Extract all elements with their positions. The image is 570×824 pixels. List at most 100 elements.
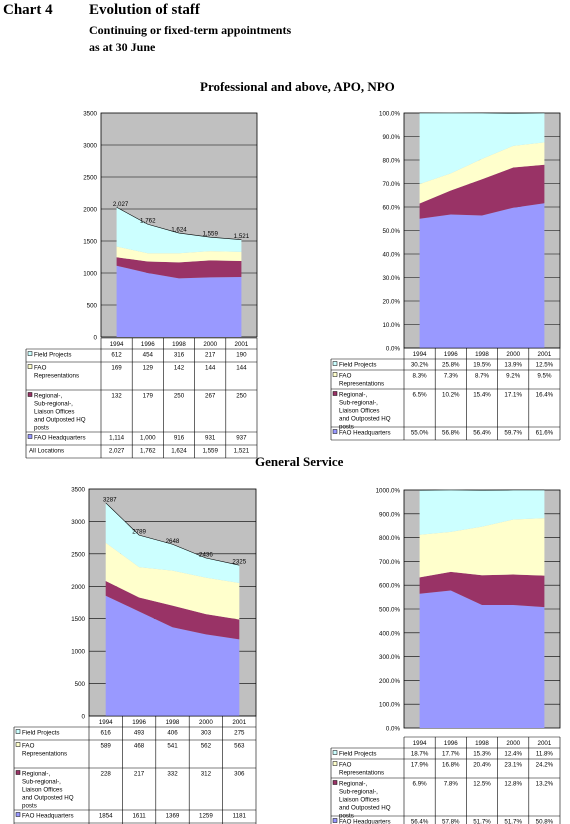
total-data-label: 2325: [232, 559, 246, 566]
y-tick-label: 100.0%: [379, 702, 400, 709]
table-cell-field: 406: [167, 730, 178, 737]
table-cell-field: 11.8%: [536, 751, 554, 758]
legend-swatch-headquarters: [332, 818, 338, 823]
table-cell-regional: 15.4%: [473, 392, 491, 399]
y-tick-label: 200.0%: [379, 678, 400, 685]
y-tick-label: 2500: [83, 175, 97, 182]
table-cell-headquarters: 55.0%: [411, 430, 429, 437]
table-row-label-line: Regional-,: [339, 392, 367, 399]
y-tick-label: 1000: [71, 649, 85, 656]
table-row-label-field: Field Projects: [339, 362, 376, 369]
table-cell-representations: 562: [201, 743, 212, 750]
table-cell-representations: 169: [111, 365, 122, 372]
x-tick-label: 2000: [199, 719, 213, 726]
table-row-label-line: Field Projects: [22, 730, 59, 737]
table-cell-representations: 20.4%: [473, 762, 491, 769]
table-cell-field: 15.3%: [473, 751, 491, 758]
table-row-label-regional: Regional-, Sub-regional-, Liaison Offices a…: [22, 771, 74, 810]
x-tick-label: 1994: [413, 351, 427, 358]
table-row-label-all-locations: All Locations: [29, 448, 64, 455]
total-data-label: 1,762: [140, 218, 156, 225]
area-regional: [105, 580, 240, 640]
table-cell-regional: 16.4%: [536, 392, 554, 399]
y-tick-label: 80.0%: [382, 158, 400, 165]
page-subtitle-date: as at 30 June: [89, 40, 156, 54]
legend-swatch-representations: [332, 761, 338, 766]
table-row-label-line: Representations: [34, 373, 79, 380]
table-cell-representations: 17.9%: [411, 762, 429, 769]
table-row-label-line: posts: [34, 425, 49, 432]
x-tick-label: 1996: [444, 351, 458, 358]
x-tick-label: 1998: [475, 740, 489, 747]
area-representations: [116, 246, 242, 263]
table-row-label-line: Representations: [339, 770, 384, 777]
table-row-label-line: Field Projects: [339, 362, 376, 369]
table-cell-field: 12.5%: [536, 362, 554, 369]
x-tick-label: 2001: [538, 351, 552, 358]
y-tick-label: 3500: [83, 111, 97, 118]
area-top-outline: [105, 502, 240, 566]
x-tick-label: 2000: [203, 341, 217, 348]
table-row-label-field: Field Projects: [22, 730, 59, 737]
legend-swatch-regional: [15, 770, 21, 775]
table-cell-field: 30.2%: [411, 362, 429, 369]
y-tick-label: 20.0%: [382, 299, 400, 306]
table-row-label-line: Sub-regional-,: [339, 789, 378, 796]
x-tick-label: 2001: [538, 740, 552, 747]
y-tick-label: 300.0%: [379, 654, 400, 661]
legend-swatch-headquarters: [332, 429, 338, 434]
table-row-label-line: and Outposted HQ: [339, 416, 391, 423]
table-cell-regional: 13.2%: [536, 781, 554, 788]
table-row-label-line: FAO Headquarters: [22, 813, 74, 820]
legend-swatch-regional: [332, 780, 338, 785]
x-tick-label: 1998: [172, 341, 186, 348]
table-row-label-representations: FAO Representations: [339, 762, 384, 777]
table-cell-field: 454: [143, 352, 154, 359]
table-row-label-headquarters: FAO Headquarters: [339, 819, 391, 824]
table-cell-regional: 6.5%: [413, 392, 428, 399]
table-cell-headquarters: 1611: [132, 813, 146, 820]
x-tick-label: 1996: [444, 740, 458, 747]
table-row-label-regional: Regional-, Sub-regional-, Liaison Offices a…: [34, 393, 86, 432]
total-data-label: 3287: [103, 496, 117, 503]
table-row-label-line: Field Projects: [339, 751, 376, 758]
table-cell-headquarters: 59.7%: [504, 430, 522, 437]
table-cell-all-locations: 1,559: [202, 448, 218, 455]
y-tick-label: 500: [87, 303, 98, 310]
table-cell-headquarters: 57.8%: [442, 819, 460, 824]
x-tick-label: 1994: [413, 740, 427, 747]
x-tick-label: 1994: [110, 341, 124, 348]
table-row-label-line: FAO Headquarters: [339, 819, 391, 824]
table-cell-headquarters: 937: [236, 435, 247, 442]
table-row-label-line: Liaison Offices: [34, 409, 74, 416]
legend-swatch-field: [332, 361, 338, 366]
table-row-label-line: Liaison Offices: [339, 797, 379, 804]
table-row-label-line: All Locations: [29, 448, 64, 455]
section-title-general-service: General Service: [255, 454, 344, 469]
table-cell-regional: 179: [143, 393, 154, 400]
y-tick-label: 3500: [71, 487, 85, 494]
x-tick-label: 1996: [132, 719, 146, 726]
table-row-label-headquarters: FAO Headquarters: [34, 435, 86, 442]
y-tick-label: 400.0%: [379, 630, 400, 637]
y-tick-label: 40.0%: [382, 252, 400, 259]
table-row-label-line: FAO Headquarters: [339, 430, 391, 437]
table-row-label-regional: Regional-, Sub-regional-, Liaison Offices a…: [339, 781, 391, 820]
table-row-label-line: Regional-,: [339, 781, 367, 788]
y-tick-label: 500.0%: [379, 607, 400, 614]
table-row-label-representations: FAO Representations: [34, 365, 79, 380]
legend-swatch-field: [332, 750, 338, 755]
y-tick-label: 2000: [71, 584, 85, 591]
total-data-label: 2648: [166, 538, 180, 545]
y-tick-label: 50.0%: [382, 228, 400, 235]
total-data-label: 1,559: [202, 231, 218, 238]
table-row-label-headquarters: FAO Headquarters: [339, 430, 391, 437]
page-title: Evolution of staff: [89, 2, 200, 18]
y-tick-label: 1500: [83, 239, 97, 246]
legend-swatch-representations: [15, 742, 21, 747]
legend-swatch-representations: [332, 372, 338, 377]
table-cell-regional: 12.8%: [504, 781, 522, 788]
table-cell-regional: 250: [174, 393, 185, 400]
table-cell-representations: 16.8%: [442, 762, 460, 769]
